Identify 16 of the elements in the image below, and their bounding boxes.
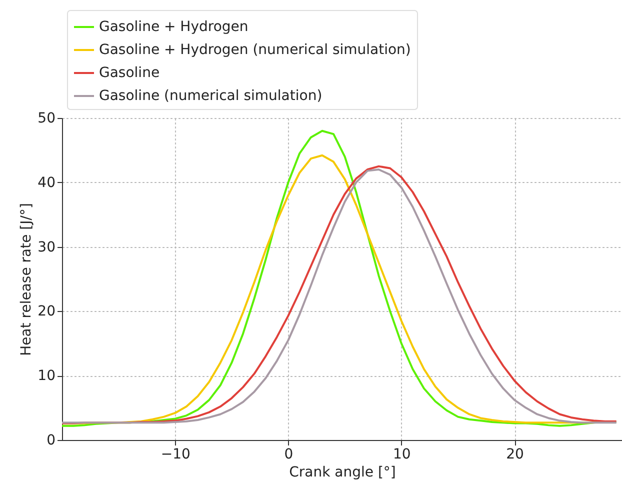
y-tick-label: 30 — [38, 239, 56, 256]
y-tick-label: 40 — [38, 174, 56, 191]
legend-label: Gasoline + Hydrogen (numerical simulation) — [99, 42, 411, 58]
y-tick-label: 20 — [38, 304, 56, 320]
x-axis-title: Crank angle [°] — [289, 464, 396, 480]
x-tick-label: −10 — [160, 446, 190, 462]
y-axis-title: Heat release rate [J/°] — [18, 203, 35, 356]
x-tick-label: 20 — [506, 446, 524, 462]
y-tick-label: 10 — [38, 368, 56, 384]
legend-label: Gasoline + Hydrogen — [99, 19, 248, 35]
legend-label: Gasoline (numerical simulation) — [99, 88, 322, 104]
y-tick-label: 0 — [46, 432, 56, 448]
y-tick-label: 50 — [38, 110, 56, 126]
x-tick-label: 0 — [284, 446, 294, 462]
x-tick-label: 10 — [392, 446, 411, 462]
legend-label: Gasoline — [99, 65, 160, 81]
